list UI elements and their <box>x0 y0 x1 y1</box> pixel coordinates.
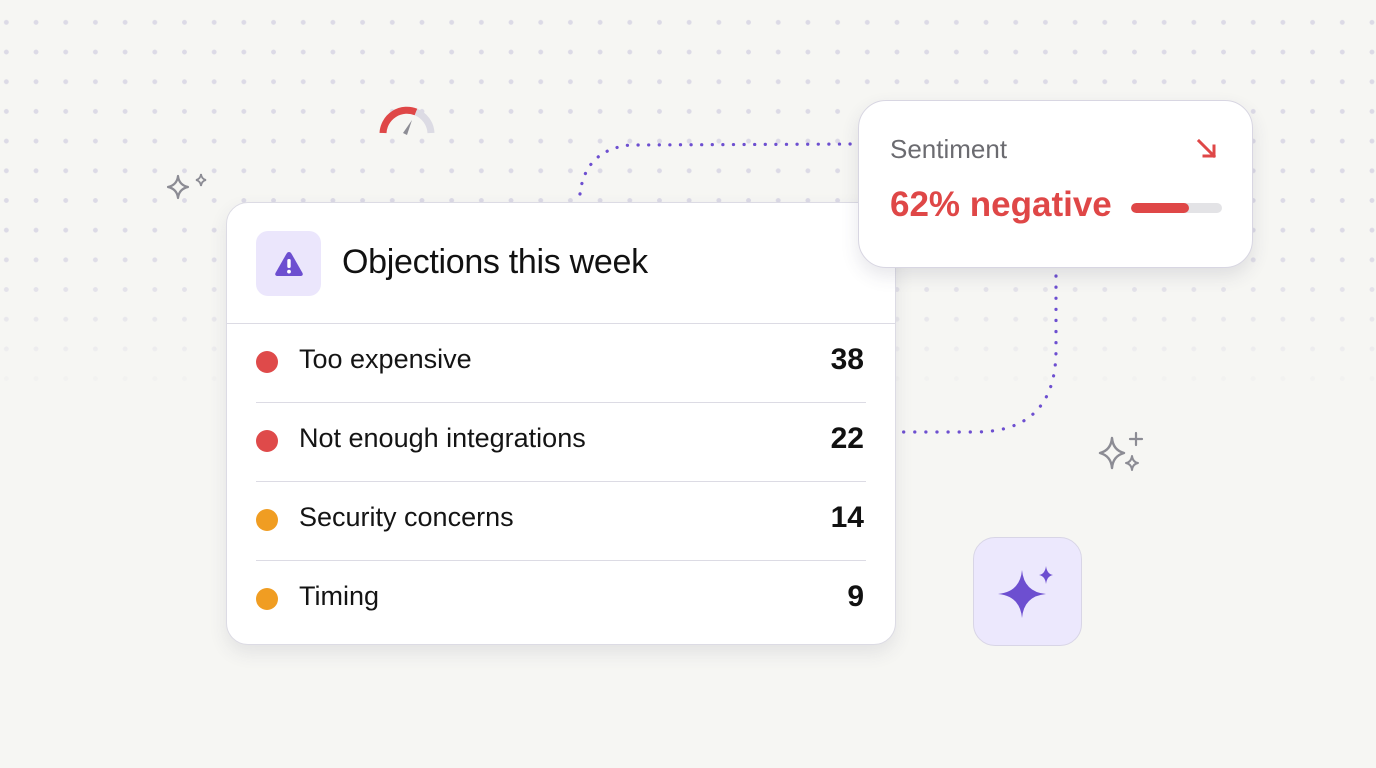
objection-label: Timing <box>299 581 380 611</box>
objection-count: 22 <box>830 422 864 455</box>
card-title: Objections this week <box>342 243 648 281</box>
sentiment-progress-fill <box>1131 203 1190 213</box>
objection-label: Not enough integrations <box>299 423 586 453</box>
card-header: Objections this week <box>227 203 895 324</box>
objection-label: Too expensive <box>299 344 472 374</box>
sentiment-card: Sentiment 62% negative <box>858 100 1253 268</box>
sparkle-icon <box>997 565 1053 618</box>
warning-badge <box>256 231 321 296</box>
arrow-down-right-icon <box>1196 138 1217 159</box>
objection-count: 38 <box>830 343 864 376</box>
objections-card: Objections this week Too expensive 38 No… <box>226 202 896 645</box>
severity-dot-high <box>256 351 278 373</box>
objection-row[interactable]: Too expensive 38 <box>256 323 866 403</box>
warning-triangle-icon <box>274 251 303 276</box>
sentiment-progress-bar <box>1131 203 1222 213</box>
sentiment-label: Sentiment <box>890 134 1008 164</box>
objection-count: 14 <box>830 501 864 534</box>
speedometer-icon <box>379 106 435 135</box>
objection-count: 9 <box>847 580 864 613</box>
severity-dot-medium <box>256 588 278 610</box>
ai-sparkle-button[interactable] <box>973 537 1082 646</box>
severity-dot-medium <box>256 509 278 531</box>
objection-row[interactable]: Timing 9 <box>256 560 866 639</box>
sparkle-outline-icon <box>166 173 207 200</box>
sparkle-outline-icon <box>1098 431 1144 471</box>
severity-dot-high <box>256 430 278 452</box>
objection-row[interactable]: Security concerns 14 <box>256 481 866 561</box>
sentiment-value: 62% negative <box>890 185 1112 224</box>
objection-label: Security concerns <box>299 502 514 532</box>
objection-row[interactable]: Not enough integrations 22 <box>256 402 866 482</box>
